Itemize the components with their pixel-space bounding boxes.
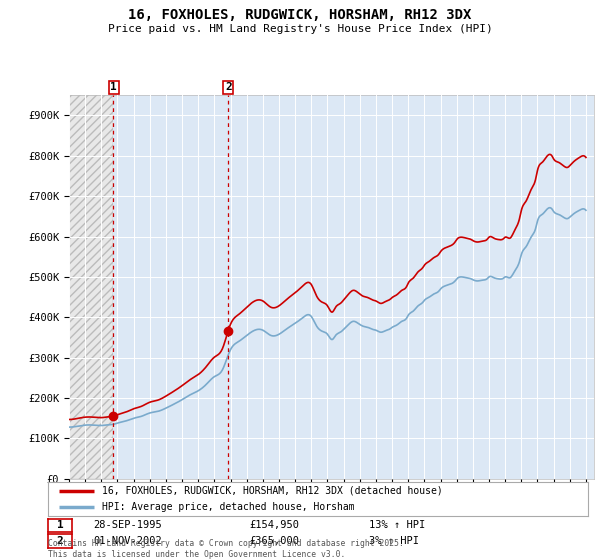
Text: 2: 2 [56,536,64,546]
Text: 16, FOXHOLES, RUDGWICK, HORSHAM, RH12 3DX (detached house): 16, FOXHOLES, RUDGWICK, HORSHAM, RH12 3D… [102,486,443,496]
Text: Contains HM Land Registry data © Crown copyright and database right 2025.
This d: Contains HM Land Registry data © Crown c… [48,539,404,559]
Text: Price paid vs. HM Land Registry's House Price Index (HPI): Price paid vs. HM Land Registry's House … [107,24,493,34]
Text: HPI: Average price, detached house, Horsham: HPI: Average price, detached house, Hors… [102,502,355,512]
Text: 16, FOXHOLES, RUDGWICK, HORSHAM, RH12 3DX: 16, FOXHOLES, RUDGWICK, HORSHAM, RH12 3D… [128,8,472,22]
Text: 3% ↑ HPI: 3% ↑ HPI [369,536,419,546]
Text: 2: 2 [225,82,232,92]
Text: 13% ↑ HPI: 13% ↑ HPI [369,520,425,530]
Text: 28-SEP-1995: 28-SEP-1995 [93,520,162,530]
Text: 1: 1 [110,82,117,92]
Text: £365,000: £365,000 [249,536,299,546]
Text: £154,950: £154,950 [249,520,299,530]
Text: 01-NOV-2002: 01-NOV-2002 [93,536,162,546]
Text: 1: 1 [56,520,64,530]
